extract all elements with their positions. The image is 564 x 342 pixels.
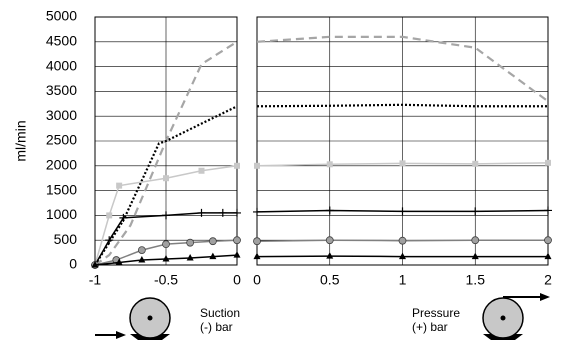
x-tick-label: 0	[233, 272, 241, 288]
marker	[137, 246, 146, 255]
marker	[326, 161, 333, 168]
x-tick-label: 2	[544, 272, 552, 288]
marker	[105, 236, 114, 245]
marker	[326, 252, 334, 259]
marker	[198, 167, 205, 174]
series-line	[94, 40, 238, 266]
marker	[209, 252, 217, 260]
marker	[399, 252, 406, 260]
x-tick-label: -1	[89, 272, 102, 288]
marker	[115, 258, 123, 266]
marker	[325, 236, 334, 245]
marker	[544, 206, 552, 215]
marker	[544, 252, 552, 260]
y-tick-label: 2000	[46, 157, 77, 173]
marker	[544, 236, 552, 245]
y-tick-label: 5000	[46, 8, 77, 24]
marker	[116, 182, 123, 189]
marker	[234, 162, 240, 169]
marker	[399, 160, 406, 167]
marker	[233, 208, 241, 217]
series-line	[256, 35, 549, 103]
plot-frame	[94, 16, 238, 266]
y-axis-label: ml/min	[13, 120, 29, 161]
marker	[472, 160, 479, 167]
marker	[545, 159, 551, 166]
y-tick-label: 3500	[46, 82, 77, 98]
marker	[162, 255, 170, 262]
annotation: Suction	[200, 306, 240, 320]
marker	[254, 162, 260, 169]
marker	[471, 252, 479, 260]
y-tick-label: 4000	[46, 57, 77, 73]
x-tick-label: 0	[253, 272, 261, 288]
marker	[186, 238, 195, 247]
y-tick-label: 2500	[46, 132, 77, 148]
y-tick-label: 3000	[46, 107, 77, 123]
marker	[163, 175, 169, 182]
marker	[218, 208, 227, 217]
annotation: (-) bar	[200, 320, 233, 334]
x-tick-label: 1	[399, 272, 407, 288]
marker	[398, 207, 407, 216]
marker	[106, 212, 113, 219]
x-tick-label: -0.5	[154, 272, 178, 288]
pressure-pump	[482, 293, 550, 340]
marker	[325, 206, 334, 215]
y-tick-label: 1500	[46, 181, 77, 197]
marker	[471, 207, 480, 216]
marker	[253, 237, 261, 246]
annotation: Pressure	[412, 306, 460, 320]
y-tick-label: 4500	[46, 33, 77, 49]
y-tick-label: 1000	[46, 206, 77, 222]
y-tick-label: 0	[69, 256, 77, 272]
series-line	[256, 103, 548, 108]
marker	[253, 207, 261, 216]
marker	[186, 254, 194, 261]
x-tick-label: 0.5	[320, 272, 340, 288]
marker	[233, 251, 241, 258]
plot-frame	[256, 16, 549, 266]
marker	[119, 213, 128, 222]
x-tick-label: 1.5	[466, 272, 486, 288]
marker	[197, 208, 206, 217]
marker	[253, 252, 261, 260]
marker	[91, 261, 99, 268]
marker	[138, 256, 146, 263]
series-line	[94, 105, 238, 266]
marker	[233, 236, 241, 245]
marker	[162, 211, 170, 220]
marker	[398, 236, 407, 245]
marker	[471, 236, 480, 245]
marker	[162, 240, 170, 249]
marker	[208, 237, 217, 246]
annotation: (+) bar	[412, 320, 448, 334]
series-line	[94, 165, 238, 266]
y-tick-label: 500	[54, 231, 78, 247]
suction-pump	[95, 297, 171, 340]
